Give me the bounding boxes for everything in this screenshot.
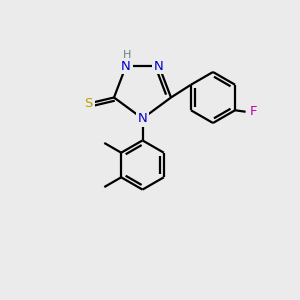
Text: N: N: [138, 112, 147, 125]
Text: N: N: [154, 59, 164, 73]
Text: S: S: [84, 97, 93, 110]
Text: N: N: [121, 59, 131, 73]
Text: H: H: [123, 50, 132, 60]
Text: F: F: [250, 105, 257, 118]
Text: N: N: [138, 112, 147, 125]
